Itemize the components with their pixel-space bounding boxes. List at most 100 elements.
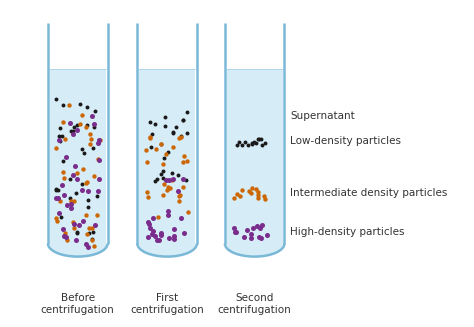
Point	[91, 243, 98, 248]
Point	[144, 219, 152, 225]
Point	[67, 201, 75, 206]
Point	[55, 133, 63, 138]
Point	[87, 136, 95, 142]
Point	[86, 131, 94, 136]
Point	[144, 195, 152, 200]
Point	[157, 231, 165, 236]
Point	[170, 237, 178, 242]
Point	[79, 166, 87, 171]
Point	[94, 156, 102, 161]
Point	[249, 225, 257, 230]
Point	[246, 231, 254, 236]
Point	[60, 120, 67, 125]
Point	[146, 134, 154, 140]
Point	[72, 164, 79, 169]
Point	[168, 178, 176, 183]
Point	[150, 228, 157, 233]
Point	[84, 122, 91, 127]
Point	[70, 172, 77, 177]
Point	[53, 187, 60, 192]
Point	[53, 196, 60, 201]
Point	[247, 236, 255, 241]
Point	[155, 237, 163, 242]
Point	[246, 189, 253, 194]
Point	[91, 121, 98, 127]
Point	[73, 176, 81, 181]
Point	[159, 193, 167, 198]
Point	[56, 125, 64, 130]
Point	[168, 170, 175, 176]
Point	[56, 198, 64, 204]
Point	[63, 235, 70, 240]
Point	[56, 138, 64, 143]
Point	[151, 179, 159, 184]
Point	[154, 214, 162, 219]
Point	[232, 229, 239, 234]
Point	[61, 233, 68, 238]
Point	[77, 121, 84, 127]
Point	[84, 188, 91, 193]
Ellipse shape	[227, 231, 283, 257]
Point	[82, 212, 90, 217]
Point	[96, 158, 103, 163]
Point	[173, 124, 180, 129]
Point	[143, 160, 150, 165]
Bar	[139, 69, 195, 244]
Point	[264, 233, 271, 238]
Point	[66, 121, 74, 126]
Point	[53, 97, 60, 102]
Point	[148, 131, 155, 136]
Point	[146, 222, 153, 227]
Point	[66, 176, 73, 181]
Point	[80, 218, 87, 224]
Point	[59, 133, 66, 139]
Bar	[50, 23, 106, 69]
Point	[88, 236, 96, 241]
Text: High-density particles: High-density particles	[290, 227, 404, 237]
Point	[248, 142, 256, 147]
Point	[159, 162, 166, 167]
Point	[66, 196, 73, 201]
Point	[64, 237, 71, 242]
Point	[54, 195, 62, 200]
Point	[94, 193, 101, 198]
Point	[169, 177, 176, 182]
Point	[84, 204, 91, 210]
Point	[60, 176, 68, 181]
Point	[181, 153, 188, 159]
Point	[261, 140, 269, 146]
Point	[244, 143, 251, 148]
Point	[256, 225, 264, 230]
Point	[146, 225, 154, 230]
Point	[52, 215, 59, 220]
Point	[69, 131, 77, 137]
Point	[73, 127, 81, 132]
Point	[82, 242, 90, 247]
Point	[183, 110, 191, 115]
Point	[254, 192, 261, 198]
Point	[91, 109, 99, 114]
Text: Before
centrifugation: Before centrifugation	[41, 293, 115, 315]
Point	[73, 190, 80, 196]
Point	[62, 230, 69, 235]
Point	[52, 145, 60, 150]
Point	[157, 141, 165, 146]
Point	[63, 154, 70, 160]
Point	[177, 134, 184, 140]
Point	[166, 236, 173, 241]
Point	[94, 141, 102, 146]
Point	[158, 233, 165, 238]
Point	[231, 195, 238, 200]
Point	[179, 177, 186, 182]
Point	[146, 135, 154, 141]
Point	[164, 149, 171, 155]
Point	[250, 139, 258, 145]
Point	[90, 229, 97, 234]
Point	[59, 226, 66, 232]
Point	[76, 101, 84, 106]
Point	[183, 130, 191, 135]
Ellipse shape	[139, 231, 195, 257]
Point	[95, 177, 102, 182]
Point	[253, 223, 261, 229]
Point	[52, 186, 60, 192]
